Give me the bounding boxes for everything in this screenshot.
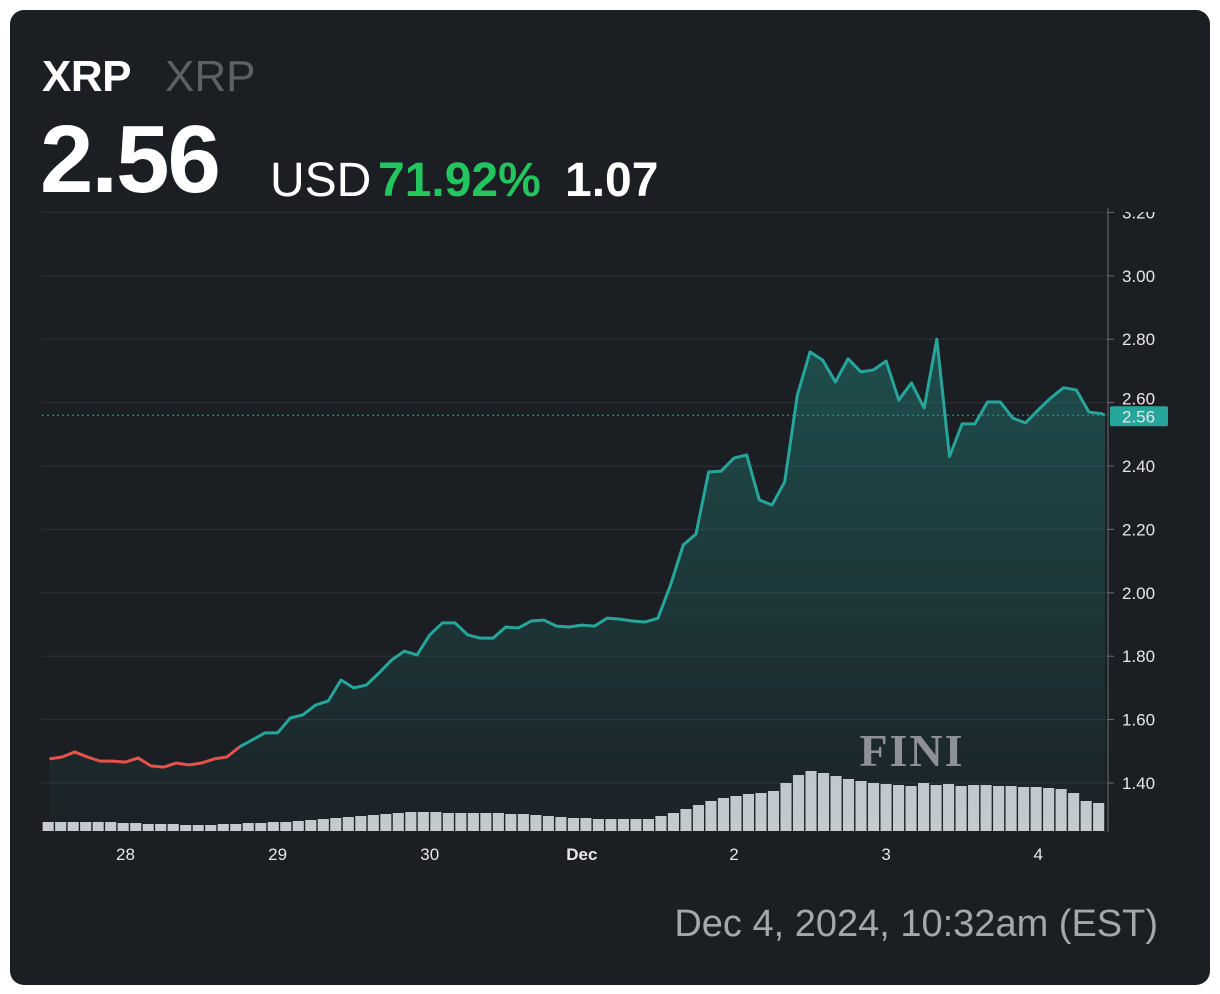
y-tick-label: 2.40 — [1122, 457, 1155, 476]
x-tick-label: Dec — [566, 845, 597, 864]
volume-bar — [42, 822, 54, 831]
change-absolute: 1.07 — [565, 154, 659, 207]
watermark-logo: FINI — [859, 725, 964, 776]
y-tick-label: 2.80 — [1122, 330, 1155, 349]
timestamp: Dec 4, 2024, 10:32am (EST) — [674, 903, 1158, 945]
price-line-down — [49, 745, 241, 769]
asset-name: XRP — [165, 52, 256, 101]
x-tick-label: 29 — [268, 845, 287, 864]
change-percent: 71.92% — [378, 154, 541, 207]
y-tick-label: 2.00 — [1122, 584, 1155, 603]
y-tick-label: 2.60 — [1122, 389, 1155, 408]
x-tick-label: 3 — [881, 845, 890, 864]
y-tick-label: 1.40 — [1122, 774, 1155, 793]
x-tick-label: 28 — [116, 845, 135, 864]
x-tick-label: 2 — [729, 845, 738, 864]
y-tick-label: 1.80 — [1122, 647, 1155, 666]
symbol: XRP — [42, 52, 131, 101]
price-line-up — [238, 337, 1106, 749]
y-tick-label: 3.20 — [1122, 203, 1155, 222]
currency: USD — [270, 154, 372, 207]
x-tick-label: 30 — [420, 845, 439, 864]
y-tick-label: 1.60 — [1122, 711, 1155, 730]
x-tick-label: 4 — [1033, 845, 1042, 864]
y-tick-label: 2.20 — [1122, 520, 1155, 539]
y-tick-label: 3.00 — [1122, 267, 1155, 286]
last-price-badge — [1110, 406, 1168, 427]
current-price: 2.56 — [40, 106, 221, 213]
last-price-label: 2.56 — [1122, 407, 1155, 426]
